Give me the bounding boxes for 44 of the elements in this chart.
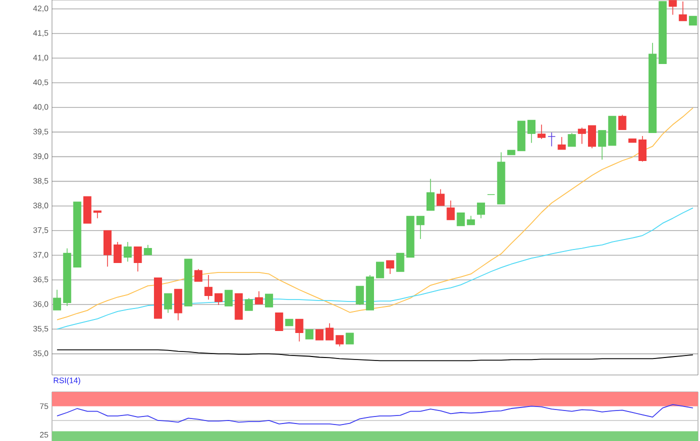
candlestick (194, 268, 202, 282)
candlestick (568, 132, 576, 147)
candlestick (426, 178, 435, 211)
candlestick (254, 290, 263, 304)
candlestick (326, 322, 334, 340)
candlestick (446, 200, 455, 220)
candlestick (598, 130, 606, 160)
candlestick (588, 125, 596, 149)
candlestick (436, 188, 445, 206)
candlestick (124, 242, 132, 262)
candlestick (678, 1, 687, 22)
candlestick (558, 136, 566, 150)
candlestick (305, 329, 314, 340)
candlestick (376, 262, 384, 278)
candlestick (174, 288, 182, 321)
candlestick (93, 210, 102, 219)
candlestick (134, 246, 142, 272)
candlestick (618, 114, 626, 130)
candlestick (476, 202, 486, 219)
candlestick (114, 242, 122, 264)
candlestick (527, 120, 536, 144)
candlestick (164, 293, 172, 314)
candlestick (214, 293, 223, 306)
candlestick (224, 290, 233, 306)
candlestick (386, 260, 394, 274)
candlestick (578, 127, 586, 144)
candlestick (264, 294, 274, 308)
candlestick (638, 136, 647, 162)
candlestick (53, 289, 62, 310)
candlestick (456, 212, 465, 226)
candlestick (396, 252, 404, 272)
candlestick (548, 132, 556, 147)
candlestick (244, 298, 253, 311)
candlestick (538, 124, 546, 140)
candlestick (336, 335, 344, 347)
candlestick (204, 274, 212, 300)
candlestick (275, 312, 284, 332)
candlestick (295, 318, 304, 342)
candlestick (356, 286, 364, 306)
candlestick (315, 329, 324, 340)
candlestick (144, 244, 152, 256)
candlestick (416, 216, 424, 240)
candlestick (668, 0, 677, 16)
candlestick (346, 332, 354, 344)
